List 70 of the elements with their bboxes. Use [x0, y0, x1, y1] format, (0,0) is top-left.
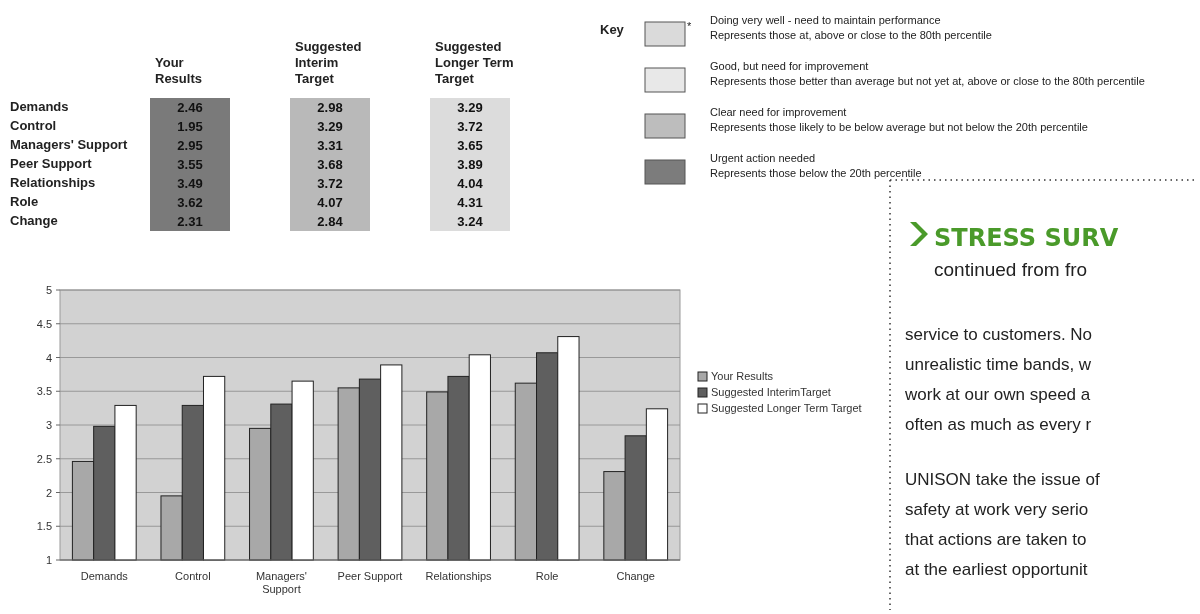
x-tick-label: Relationships — [425, 570, 493, 582]
data-label: 2.46 — [177, 100, 203, 115]
legend-label: Your Results — [711, 370, 774, 382]
x-tick-label: Demands — [80, 570, 129, 582]
y-tick-label: Relationships — [10, 175, 96, 190]
text: Represents those at, above or close to the 80th percentile — [710, 29, 992, 41]
text: Represents those below the 20th percentile — [710, 167, 922, 179]
y-tick-label: 1 — [45, 554, 52, 566]
y-tick-label: Demands — [10, 99, 69, 114]
x-tick-label: Managers' Support — [255, 570, 307, 595]
y-tick-label: Peer Support — [10, 156, 93, 171]
y-tick-label: Change — [10, 213, 58, 228]
text: * — [687, 20, 692, 32]
text: at the earliest opportunit — [905, 560, 1088, 579]
data-label: 4.31 — [457, 195, 483, 210]
y-tick-label: 3 — [45, 419, 52, 431]
text: Key — [600, 22, 625, 37]
data-label: 3.49 — [177, 176, 203, 191]
y-tick-label: Managers' Support — [10, 137, 128, 152]
data-label: 1.95 — [177, 119, 203, 134]
text: Urgent action needed — [710, 152, 816, 164]
y-tick-label: Role — [10, 194, 39, 209]
text: Represents those likely to be below average but not below the 20th percentile — [710, 121, 1088, 133]
y-tick-label: 4.5 — [36, 317, 52, 330]
x-tick-label: Suggested Longer Term Target — [435, 39, 514, 86]
data-label: 3.24 — [457, 214, 484, 229]
text: work at our own speed a — [904, 385, 1091, 404]
data-label: 3.29 — [317, 119, 343, 134]
data-label: 3.72 — [457, 119, 483, 134]
data-label: 4.04 — [457, 176, 484, 191]
text: UNISON take the issue of — [905, 470, 1100, 489]
text: service to customers. No — [905, 325, 1093, 344]
y-tick-label: 5 — [45, 284, 52, 296]
data-label: 3.55 — [177, 157, 203, 172]
data-label: 3.72 — [317, 176, 343, 191]
y-tick-label: 4 — [45, 351, 52, 364]
text: continued from fro — [934, 259, 1088, 280]
data-label: 2.31 — [177, 214, 203, 229]
legend-label: Suggested InterimTarget — [711, 386, 831, 398]
y-tick-label: 2 — [45, 486, 52, 499]
data-label: 3.89 — [457, 157, 483, 172]
text: that actions are taken to — [905, 530, 1087, 549]
text: Represents those better than average but not yet at, above or close to the 80th percentile — [710, 75, 1145, 87]
data-label: 4.07 — [317, 195, 343, 210]
y-tick-label: Control — [10, 118, 57, 133]
x-tick-label: Change — [616, 570, 655, 582]
x-tick-label: Your Results — [155, 55, 202, 86]
legend-label: Suggested Longer Term Target — [711, 402, 862, 414]
x-tick-label: Control — [175, 570, 211, 582]
x-tick-label: Suggested Interim Target — [295, 39, 362, 86]
text: STRESS SURV — [934, 224, 1119, 252]
text: safety at work very serio — [905, 500, 1089, 519]
x-tick-label: Peer Support — [337, 570, 403, 582]
data-label: 2.95 — [177, 138, 203, 153]
data-label: 3.65 — [457, 138, 483, 153]
data-label: 2.84 — [317, 214, 344, 229]
text: Doing very well - need to maintain performance — [710, 14, 941, 26]
data-label: 3.29 — [457, 100, 483, 115]
y-tick-label: 3.5 — [36, 385, 52, 398]
text: unrealistic time bands, w — [905, 355, 1092, 374]
text: Good, but need for improvement — [710, 60, 869, 72]
y-tick-label: 1.5 — [36, 520, 52, 533]
data-label: 3.62 — [177, 195, 203, 210]
data-label: 2.98 — [317, 100, 343, 115]
y-tick-label: 2.5 — [36, 452, 52, 465]
text: often as much as every r — [905, 415, 1092, 434]
text: Clear need for improvement — [710, 106, 847, 118]
data-label: 3.68 — [317, 157, 343, 172]
x-tick-label: Role — [535, 570, 559, 582]
data-label: 3.31 — [317, 138, 343, 153]
